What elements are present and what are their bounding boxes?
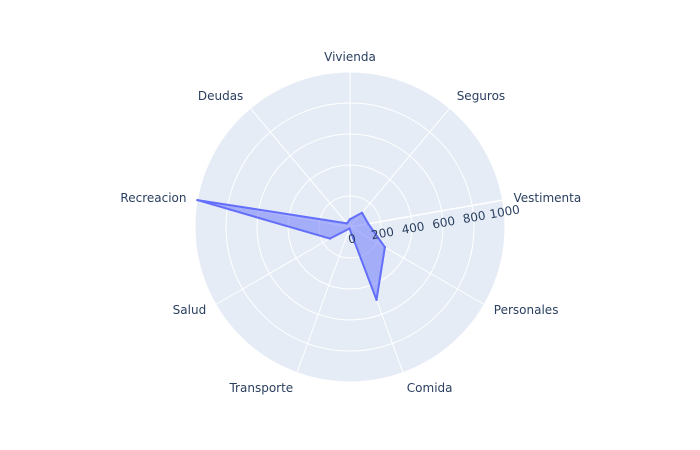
radial-tick-800: 800	[462, 208, 487, 226]
data-point-vivienda	[348, 218, 352, 221]
category-label-deudas: Deudas	[198, 89, 243, 103]
category-label-recreacion: Recreacion	[120, 191, 186, 205]
category-label-personales: Personales	[494, 303, 559, 317]
data-point-transporte	[348, 227, 351, 230]
data-point-vestimenta	[367, 222, 370, 225]
data-point-deudas	[345, 222, 349, 225]
data-point-comida	[375, 298, 378, 301]
radial-tick-600: 600	[431, 214, 456, 232]
data-point-seguros	[360, 211, 364, 214]
spoke-deudas	[249, 107, 351, 228]
category-label-salud: Salud	[173, 303, 207, 317]
radial-axis-line	[349, 199, 503, 228]
data-point-salud	[328, 237, 332, 240]
category-label-seguros: Seguros	[457, 89, 506, 103]
radial-tick-200: 200	[370, 225, 395, 243]
radial-tick-0: 0	[347, 231, 357, 246]
spoke-salud	[215, 226, 351, 305]
series-layer	[196, 198, 387, 301]
spoke-seguros	[349, 107, 451, 228]
category-label-comida: Comida	[407, 381, 453, 395]
radial-tick-400: 400	[401, 219, 426, 237]
category-label-vivienda: Vivienda	[324, 50, 376, 64]
data-point-personales	[383, 246, 387, 249]
category-labels: Vestimenta Seguros Vivienda Deudas Recreacio…	[120, 50, 581, 395]
spoke-transporte	[296, 226, 351, 373]
category-label-transporte: Transporte	[228, 381, 293, 395]
data-point-recreacion	[196, 198, 199, 202]
category-label-vestimenta: Vestimenta	[514, 191, 582, 205]
radial-tick-1000: 1000	[488, 202, 521, 221]
radial-tick-labels: 0 200 400 600 800 1000	[347, 202, 521, 246]
series-area-0	[196, 199, 386, 301]
